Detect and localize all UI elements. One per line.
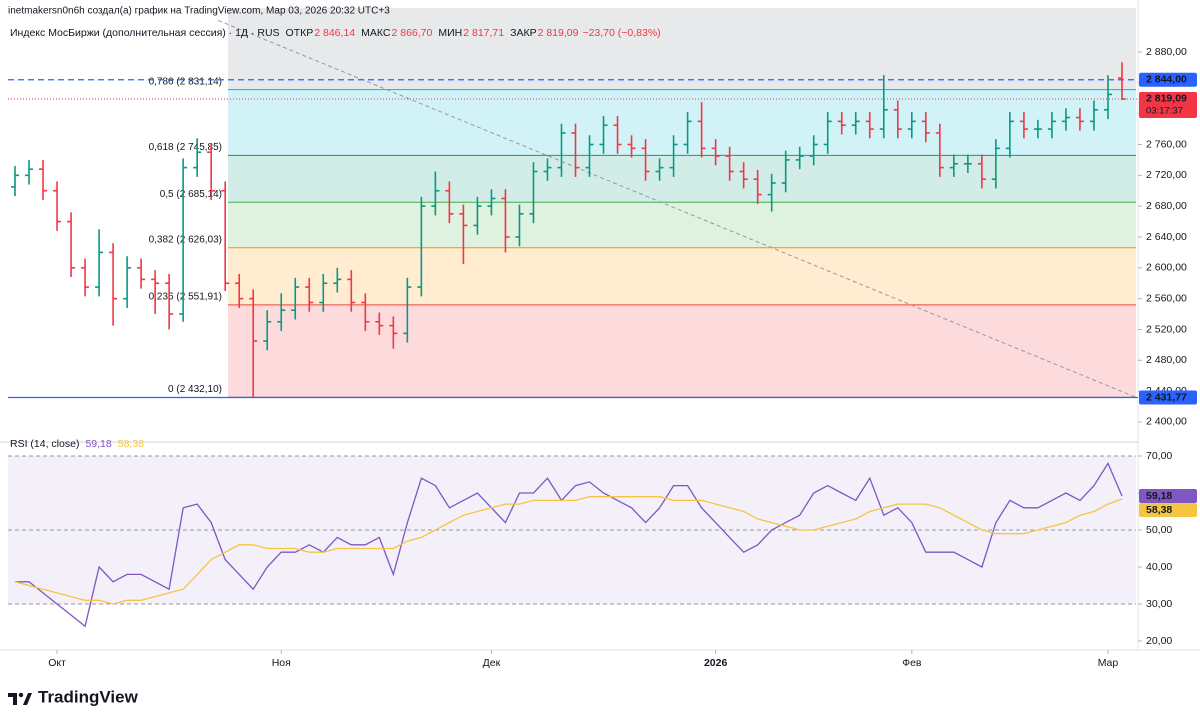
x-tick-label: Фев <box>902 657 922 669</box>
field-value: 2 819,09 <box>538 27 579 39</box>
field-label: МИН <box>438 27 462 39</box>
fib-label: 0,236 (2 551,91) <box>149 292 222 303</box>
rsi-legend-value: 58,38 <box>118 438 144 450</box>
y-tick-label: 70,00 <box>1146 450 1172 462</box>
y-tick-label: 40,00 <box>1146 561 1172 573</box>
rsi-tag <box>1139 489 1197 504</box>
fib-label: 0,618 (2 745,85) <box>149 142 222 153</box>
price-tag-label: 2 431,77 <box>1146 391 1187 403</box>
field-value: 2 817,71 <box>463 27 504 39</box>
x-tick-label: Дек <box>483 657 501 669</box>
fib-label: 0 (2 432,10) <box>168 384 222 395</box>
y-tick-label: 2 520,00 <box>1146 323 1187 335</box>
field-value: 2 866,70 <box>391 27 432 39</box>
y-tick-label: 20,00 <box>1146 635 1172 647</box>
brand-name: TradingView <box>38 687 139 706</box>
fib-label: 0,5 (2 685,14) <box>160 189 222 200</box>
rsi-line <box>15 462 1123 628</box>
x-tick-label: Окт <box>48 657 66 669</box>
y-tick-label: 2 480,00 <box>1146 354 1187 366</box>
y-tick-label: 30,00 <box>1146 598 1172 610</box>
fib-label: 0,786 (2 831,14) <box>149 76 222 87</box>
x-tick-label: 2026 <box>704 657 728 669</box>
fib-upper-zone <box>227 8 1137 90</box>
price-tag <box>1139 390 1197 405</box>
fib-label: 0,382 (2 626,03) <box>149 234 222 245</box>
price-tag <box>1139 91 1197 118</box>
brand-logo <box>8 692 32 705</box>
field-value: 2 846,14 <box>314 27 355 39</box>
field-label: ЗАКР <box>510 27 536 39</box>
rsi-title: RSI (14, close) <box>10 438 79 450</box>
x-tick-label: Мар <box>1098 657 1119 669</box>
plot: 0 (2 432,10) 0,236 (2 551,91) 0,382 (2 626… <box>8 8 1187 669</box>
legend: Индекс МосБиржи (дополнительная сессия) … <box>10 27 661 39</box>
y-tick-label: 2 640,00 <box>1146 231 1187 243</box>
y-tick-label: 2 560,00 <box>1146 292 1187 304</box>
change: −23,70 (−0,83%) <box>582 27 660 39</box>
rsi-tag <box>1139 503 1197 518</box>
rsi-legend: RSI (14, close) 59,18 58,38 <box>10 438 144 450</box>
y-tick-label: 2 600,00 <box>1146 262 1187 274</box>
fib-zone <box>227 89 1137 156</box>
field-label: ОТКР <box>286 27 314 39</box>
price-tag-label: 2 819,09 <box>1146 93 1187 105</box>
y-tick-label: 2 680,00 <box>1146 200 1187 212</box>
fib-zone <box>227 155 1137 203</box>
y-tick-label: 2 720,00 <box>1146 169 1187 181</box>
symbol: Индекс МосБиржи (дополнительная сессия) … <box>10 27 280 39</box>
field-label: МАКС <box>361 27 391 39</box>
y-tick-label: 2 880,00 <box>1146 46 1187 58</box>
y-tick-label: 50,00 <box>1146 524 1172 536</box>
price-tag <box>1139 72 1197 87</box>
fib-zone <box>227 247 1137 305</box>
rsi-legend-value: 59,18 <box>85 438 111 450</box>
price-tag-label: 2 844,00 <box>1146 74 1187 86</box>
y-tick-label: 2 400,00 <box>1146 416 1187 428</box>
x-tick-label: Ноя <box>272 657 291 669</box>
rsi-tag-label: 59,18 <box>1146 490 1172 502</box>
y-tick-label: 2 760,00 <box>1146 138 1187 150</box>
fib-zone <box>227 202 1137 248</box>
fib-zone <box>227 304 1137 398</box>
rsi-line <box>14 496 1123 605</box>
author-line: inetmakersn0n6h создал(а) график на Trad… <box>8 5 390 17</box>
price-tag-sublabel: 03:17:37 <box>1146 105 1183 116</box>
trend-line <box>217 19 1137 398</box>
rsi-tag-label: 58,38 <box>1146 504 1172 516</box>
